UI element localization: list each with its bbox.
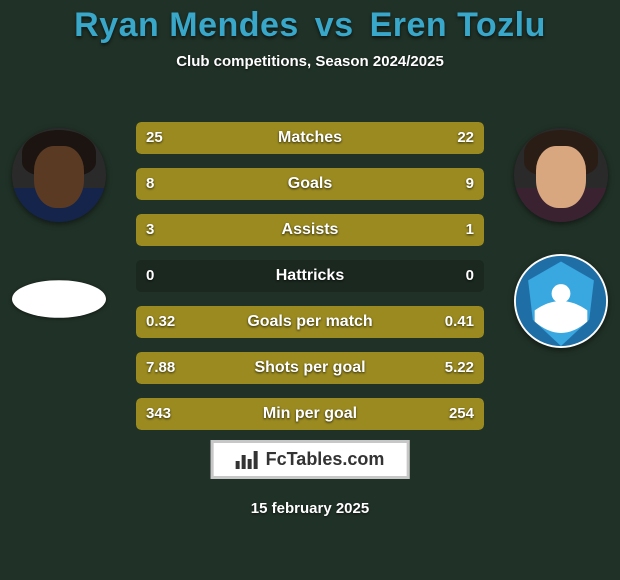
stat-value-left: 8 bbox=[146, 168, 154, 200]
stat-value-right: 1 bbox=[466, 214, 474, 246]
stat-value-left: 343 bbox=[146, 398, 171, 430]
title-vs: vs bbox=[315, 6, 354, 45]
stat-bar-left bbox=[136, 168, 300, 200]
subtitle: Club competitions, Season 2024/2025 bbox=[0, 53, 620, 70]
page-title: Ryan Mendes vs Eren Tozlu bbox=[0, 6, 620, 45]
stat-value-left: 0 bbox=[146, 260, 154, 292]
stat-row: 0 0Hattricks bbox=[136, 260, 484, 292]
stat-value-right: 254 bbox=[449, 398, 474, 430]
stat-row: 0.320.41Goals per match bbox=[136, 306, 484, 338]
title-player2: Eren Tozlu bbox=[370, 6, 546, 44]
date-text: 15 february 2025 bbox=[0, 500, 620, 517]
stat-row: 2522Matches bbox=[136, 122, 484, 154]
stat-value-right: 22 bbox=[457, 122, 474, 154]
player1-face bbox=[12, 128, 106, 222]
stat-rows: 2522Matches89Goals31Assists00Hattricks0.… bbox=[136, 122, 484, 444]
badge-ball bbox=[552, 284, 571, 303]
player2-club-badge bbox=[514, 254, 608, 348]
brand-text: FcTables.com bbox=[266, 449, 385, 470]
stat-value-left: 25 bbox=[146, 122, 163, 154]
stat-value-right: 5.22 bbox=[445, 352, 474, 384]
stat-value-right: 0 bbox=[466, 260, 474, 292]
club-badge-svg bbox=[514, 254, 608, 348]
stat-bar-left bbox=[136, 122, 321, 154]
stat-row: 7.885.22Shots per goal bbox=[136, 352, 484, 384]
stat-value-right: 9 bbox=[466, 168, 474, 200]
stat-value-left: 3 bbox=[146, 214, 154, 246]
stat-value-left: 0.32 bbox=[146, 306, 175, 338]
brand-box: FcTables.com bbox=[211, 440, 410, 479]
comparison-card: Ryan Mendes vs Eren Tozlu Club competiti… bbox=[0, 0, 620, 580]
stat-label: Hattricks bbox=[136, 260, 484, 292]
stat-value-left: 7.88 bbox=[146, 352, 175, 384]
title-player1: Ryan Mendes bbox=[74, 6, 299, 44]
player2-face bbox=[514, 128, 608, 222]
player2-portrait bbox=[514, 128, 608, 222]
player1-skin bbox=[34, 146, 84, 208]
stat-row: 89Goals bbox=[136, 168, 484, 200]
player1-club-badge bbox=[12, 280, 106, 318]
stat-bar-right bbox=[300, 168, 484, 200]
stat-bar-left bbox=[136, 214, 397, 246]
player1-portrait bbox=[12, 128, 106, 222]
stat-value-right: 0.41 bbox=[445, 306, 474, 338]
stat-row: 343254Min per goal bbox=[136, 398, 484, 430]
player2-skin bbox=[536, 146, 586, 208]
stat-row: 31Assists bbox=[136, 214, 484, 246]
brand-mark-icon bbox=[236, 451, 258, 469]
